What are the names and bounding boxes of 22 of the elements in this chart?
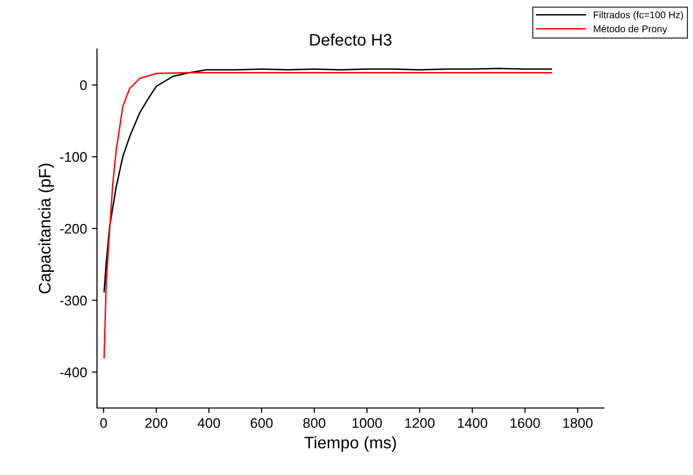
y-axis-title: Capacitancia (pF) (38, 164, 54, 294)
y-tick-label: -100 (60, 152, 87, 162)
y-tick-label: -300 (60, 296, 87, 306)
text: Método de Prony (594, 25, 668, 34)
line-series (103, 68, 552, 292)
x-tick-label: 0 (100, 418, 107, 428)
x-tick-label: 1400 (458, 418, 488, 428)
x-tick-label: 600 (250, 418, 273, 428)
x-tick-label: 800 (303, 418, 326, 428)
y-tick-label: -400 (60, 367, 87, 378)
y-tick-label: -200 (60, 224, 87, 234)
x-tick-label: 1200 (405, 418, 435, 428)
x-tick-label: 400 (198, 418, 220, 428)
x-axis-title: Tiempo (ms) (304, 436, 396, 452)
x-tick-label: 200 (145, 418, 168, 428)
y-tick-label: 0 (80, 80, 87, 90)
chart-title: Defecto H3 (310, 33, 392, 46)
text: Filtrados (fc=100 Hz) (594, 11, 683, 20)
line-series (103, 72, 552, 358)
x-tick-label: 1800 (563, 418, 593, 428)
x-tick-label: 1600 (510, 418, 540, 428)
x-tick-label: 1000 (352, 418, 382, 428)
